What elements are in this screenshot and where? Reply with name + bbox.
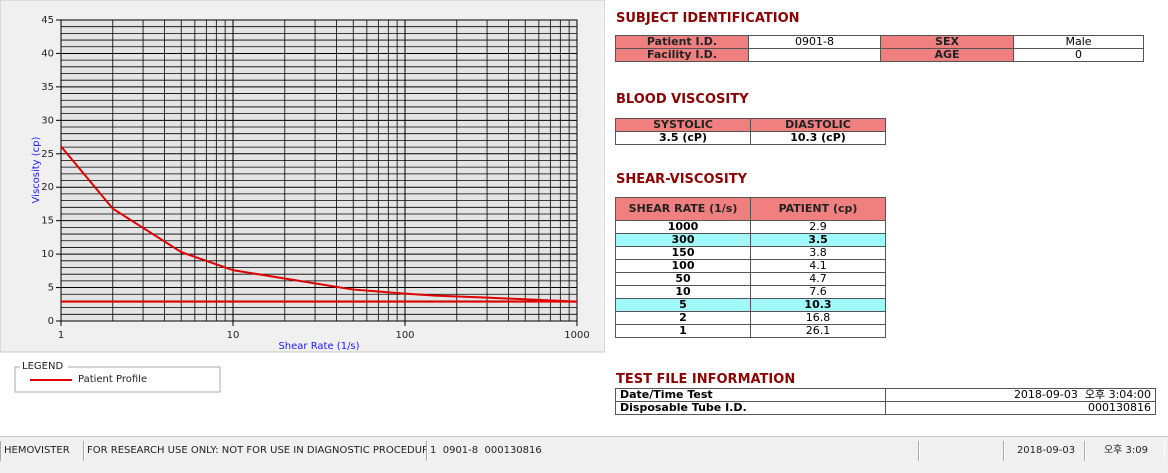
value-cell: 0 bbox=[1013, 48, 1144, 62]
value-cell: 1000 bbox=[615, 220, 751, 234]
table-row: Facility I.D. AGE 0 bbox=[615, 48, 1144, 62]
chart: 0 5 10 15 20 25 30 35 40 45 1 10 100 1000 Shear Rate (… bbox=[0, 0, 605, 393]
header-row: SYSTOLIC DIASTOLIC bbox=[615, 118, 886, 132]
value-cell: 10.3 (cP) bbox=[750, 131, 886, 145]
value-cell: 3.8 bbox=[750, 246, 886, 260]
value-cell: 000130816 bbox=[885, 401, 1156, 415]
value-cell: 10 bbox=[615, 285, 751, 299]
label-cell: Date/Time Test bbox=[615, 388, 886, 402]
value-cell: 4.7 bbox=[750, 272, 886, 286]
table-row: Disposable Tube I.D. 000130816 bbox=[615, 401, 1156, 415]
test-file-table: Date/Time Test 2018-09-03 오후 3:04:00 Dispo… bbox=[615, 388, 1156, 415]
value-cell: 3.5 bbox=[750, 233, 886, 247]
x-axis-label: Shear Rate (1/s) bbox=[278, 341, 359, 352]
x-tick-label: 100 bbox=[395, 330, 414, 341]
status-panel bbox=[918, 441, 1005, 461]
value-cell: 5 bbox=[615, 298, 751, 312]
label-cell: AGE bbox=[880, 48, 1014, 62]
table-row: 100 4.1 bbox=[615, 259, 886, 273]
subject-table: Patient I.D. 0901-8 SEX Male Facility I.D. AG… bbox=[615, 35, 1144, 62]
value-cell: 3.5 (cP) bbox=[615, 131, 751, 145]
y-tick-label: 40 bbox=[41, 48, 54, 59]
y-axis-label: Viscosity (cp) bbox=[31, 136, 42, 203]
header-cell: SYSTOLIC bbox=[615, 118, 751, 132]
status-panel: 2018-09-03 bbox=[1003, 441, 1086, 461]
value-cell bbox=[748, 48, 881, 62]
y-tick-label: 25 bbox=[41, 149, 54, 160]
table-row: Date/Time Test 2018-09-03 오후 3:04:00 bbox=[615, 388, 1156, 402]
y-tick-label: 15 bbox=[41, 216, 54, 227]
x-tick-label: 1000 bbox=[564, 330, 589, 341]
label-cell: Patient I.D. bbox=[615, 35, 749, 49]
y-tick-label: 20 bbox=[41, 182, 54, 193]
value-cell: Male bbox=[1013, 35, 1144, 49]
value-cell: 7.6 bbox=[750, 285, 886, 299]
section-heading: BLOOD VISCOSITY bbox=[616, 92, 749, 107]
value-cell: 16.8 bbox=[750, 311, 886, 325]
value-cell: 100 bbox=[615, 259, 751, 273]
y-tick-label: 45 bbox=[41, 15, 54, 26]
table-row: 150 3.8 bbox=[615, 246, 886, 260]
table-row: 50 4.7 bbox=[615, 272, 886, 286]
header-cell: SHEAR RATE (1/s) bbox=[615, 197, 751, 221]
table-row: Patient I.D. 0901-8 SEX Male bbox=[615, 35, 1144, 49]
table-row: 1000 2.9 bbox=[615, 220, 886, 234]
value-cell: 4.1 bbox=[750, 259, 886, 273]
label-cell: Disposable Tube I.D. bbox=[615, 401, 886, 415]
table-row: 300 3.5 bbox=[615, 233, 886, 247]
status-panel: 1 0901-8 000130816 bbox=[426, 441, 920, 461]
label-cell: SEX bbox=[880, 35, 1014, 49]
header-row: SHEAR RATE (1/s) PATIENT (cp) bbox=[615, 197, 886, 221]
section-heading: SHEAR-VISCOSITY bbox=[616, 172, 747, 187]
table-row: 5 10.3 bbox=[615, 298, 886, 312]
table-row: 3.5 (cP) 10.3 (cP) bbox=[615, 131, 886, 145]
table-row: 10 7.6 bbox=[615, 285, 886, 299]
value-cell: 2 bbox=[615, 311, 751, 325]
shear-viscosity-table: SHEAR RATE (1/s) PATIENT (cp) 1000 2.9 300 3.… bbox=[615, 197, 886, 338]
status-panel: 오후 3:09 bbox=[1084, 441, 1165, 461]
x-tick-label: 1 bbox=[58, 330, 64, 341]
y-tick-label: 35 bbox=[41, 82, 54, 93]
y-tick-label: 30 bbox=[41, 115, 54, 126]
value-cell: 150 bbox=[615, 246, 751, 260]
value-cell: 10.3 bbox=[750, 298, 886, 312]
status-panel: FOR RESEARCH USE ONLY: NOT FOR USE IN DI… bbox=[83, 441, 428, 461]
header-cell: DIASTOLIC bbox=[750, 118, 886, 132]
value-cell: 2.9 bbox=[750, 220, 886, 234]
section-heading: SUBJECT IDENTIFICATION bbox=[616, 11, 800, 26]
value-cell: 300 bbox=[615, 233, 751, 247]
header-cell: PATIENT (cp) bbox=[750, 197, 886, 221]
y-tick-label: 0 bbox=[48, 316, 54, 327]
status-bar: HEMOVISTER FOR RESEARCH USE ONLY: NOT FOR… bbox=[0, 436, 1168, 473]
label-cell: Facility I.D. bbox=[615, 48, 749, 62]
value-cell: 26.1 bbox=[750, 324, 886, 338]
legend-title: LEGEND bbox=[22, 361, 63, 372]
value-cell: 1 bbox=[615, 324, 751, 338]
x-tick-label: 10 bbox=[227, 330, 240, 341]
plot-border bbox=[60, 19, 578, 322]
y-tick-label: 10 bbox=[41, 249, 54, 260]
legend-label: Patient Profile bbox=[78, 374, 147, 385]
table-row: 1 26.1 bbox=[615, 324, 886, 338]
section-heading: TEST FILE INFORMATION bbox=[616, 372, 796, 387]
blood-viscosity-table: SYSTOLIC DIASTOLIC 3.5 (cP) 10.3 (cP) bbox=[615, 118, 886, 145]
data-line bbox=[60, 145, 578, 303]
legend-title-bg bbox=[20, 360, 68, 372]
plot-area bbox=[61, 20, 577, 321]
value-cell: 2018-09-03 오후 3:04:00 bbox=[885, 388, 1156, 402]
value-cell: 0901-8 bbox=[748, 35, 881, 49]
y-tick-label: 5 bbox=[48, 283, 54, 294]
status-panel: HEMOVISTER bbox=[0, 441, 85, 461]
table-row: 2 16.8 bbox=[615, 311, 886, 325]
value-cell: 50 bbox=[615, 272, 751, 286]
